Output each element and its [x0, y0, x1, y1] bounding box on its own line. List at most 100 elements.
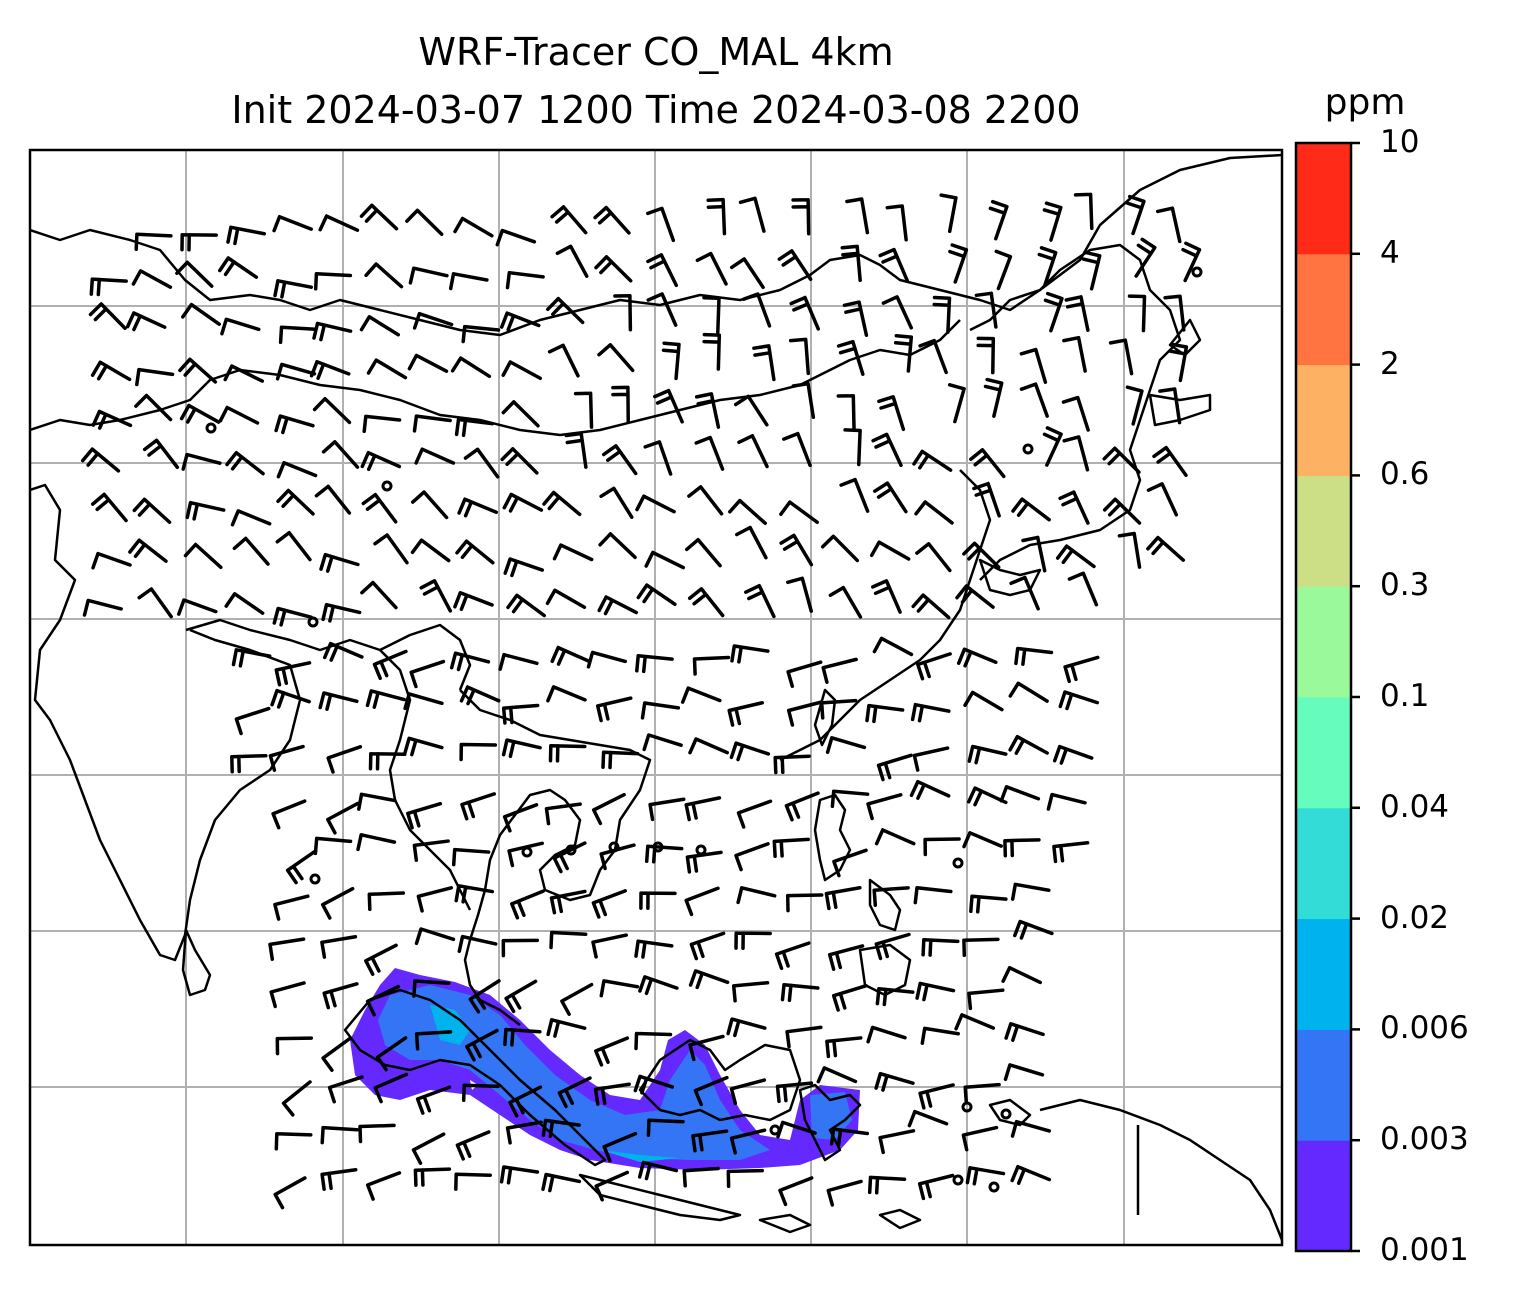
wind-barb [779, 533, 814, 567]
wind-barb [593, 1082, 631, 1106]
wind-barb [845, 197, 870, 235]
wind-barb [695, 251, 728, 286]
wind-barb [731, 980, 770, 1003]
wind-barb [502, 492, 544, 513]
colorbar-tick-label: 0.02 [1380, 899, 1450, 936]
wind-barb [1158, 387, 1182, 425]
wind-barb [782, 431, 812, 468]
wind-barb [90, 492, 128, 523]
wind-barb [1152, 445, 1188, 477]
wind-barb [546, 685, 587, 703]
wind-barb [503, 557, 545, 578]
wind-barb [869, 540, 911, 561]
wind-barb [272, 214, 313, 233]
wind-barb [1003, 838, 1041, 858]
wind-barb [688, 969, 730, 990]
colorbar-segment [1296, 1029, 1351, 1141]
wind-barb [785, 893, 824, 913]
wind-barb [273, 279, 313, 299]
wind-barb [270, 688, 311, 709]
wind-barb [738, 196, 766, 233]
wind-barb [976, 336, 996, 375]
wind-barb [773, 754, 811, 775]
wind-barb [322, 982, 359, 1010]
wind-barb [1062, 435, 1090, 472]
wind-barb [752, 344, 776, 382]
wind-barb [468, 979, 501, 1014]
wind-barb [602, 1131, 638, 1163]
wind-barb [411, 490, 449, 520]
wind-barb [278, 325, 318, 345]
wind-barb [1063, 655, 1100, 684]
wind-barb [842, 300, 869, 338]
wind-barb [939, 193, 958, 234]
wind-barb [1081, 250, 1102, 291]
wind-barb [550, 645, 592, 666]
wind-barb [598, 532, 637, 560]
wind-barb [694, 392, 721, 429]
wind-barb [1155, 206, 1182, 244]
wind-barb [461, 1083, 500, 1103]
wind-barb [948, 243, 969, 284]
wind-barb [1042, 426, 1063, 467]
wind-barb [132, 497, 172, 524]
wind-barb [874, 828, 916, 846]
wind-barb [1013, 919, 1054, 940]
wind-barb [774, 941, 811, 971]
wind-barb [409, 659, 446, 689]
wind-barb [921, 938, 960, 957]
wind-barb [729, 741, 771, 762]
wind-barb [1037, 246, 1058, 287]
wind-barb [415, 1085, 452, 1115]
wind-barb [820, 534, 860, 563]
wind-barb [635, 494, 676, 514]
wind-barb [1019, 382, 1049, 418]
wind-barb [685, 850, 723, 874]
wind-barb [726, 1168, 765, 1189]
colorbar-tick-label: 0.6 [1380, 456, 1430, 493]
wind-barb [832, 848, 868, 878]
wind-barb [285, 849, 318, 885]
wind-barb [736, 886, 777, 905]
wind-barb [549, 930, 588, 950]
wind-barb [788, 337, 811, 376]
wind-barb [688, 737, 729, 755]
wind-barb [135, 367, 175, 387]
wind-barb [416, 886, 454, 913]
wind-barbs [80, 192, 1202, 1210]
colorbar-segment [1296, 253, 1351, 366]
wind-barb [912, 449, 953, 472]
wind-barb [82, 598, 123, 617]
wind-barb [364, 943, 398, 976]
wind-barb [918, 1083, 955, 1110]
wind-barb [786, 576, 813, 613]
wind-barb [552, 543, 594, 562]
wind-barb [644, 550, 686, 570]
wind-barb [1042, 201, 1063, 242]
wind-barb [80, 447, 121, 473]
wind-barb [920, 1026, 960, 1045]
wind-barb [413, 1167, 452, 1187]
wind-barb [131, 269, 173, 289]
wind-barb [372, 649, 408, 681]
wind-barb [871, 579, 902, 614]
wind-barb [1058, 690, 1100, 711]
chart-subtitle: Init 2024-03-07 1200 Time 2024-03-08 220… [231, 88, 1081, 132]
wind-barb [552, 841, 587, 874]
wind-barb [177, 598, 218, 616]
wind-barb [504, 979, 538, 1014]
wind-barb [911, 593, 951, 620]
wind-barb [910, 702, 951, 723]
wind-barb [320, 1167, 358, 1191]
wind-barb [403, 692, 444, 711]
wind-barb [791, 381, 816, 420]
wind-barb [1052, 744, 1094, 765]
wind-barb [824, 885, 862, 911]
calm-markers [205, 266, 1203, 1193]
wind-barb [597, 343, 635, 373]
wind-barb [91, 409, 133, 430]
wind-barb [594, 255, 633, 283]
wind-barb [1019, 347, 1048, 384]
wind-barb [734, 842, 770, 872]
